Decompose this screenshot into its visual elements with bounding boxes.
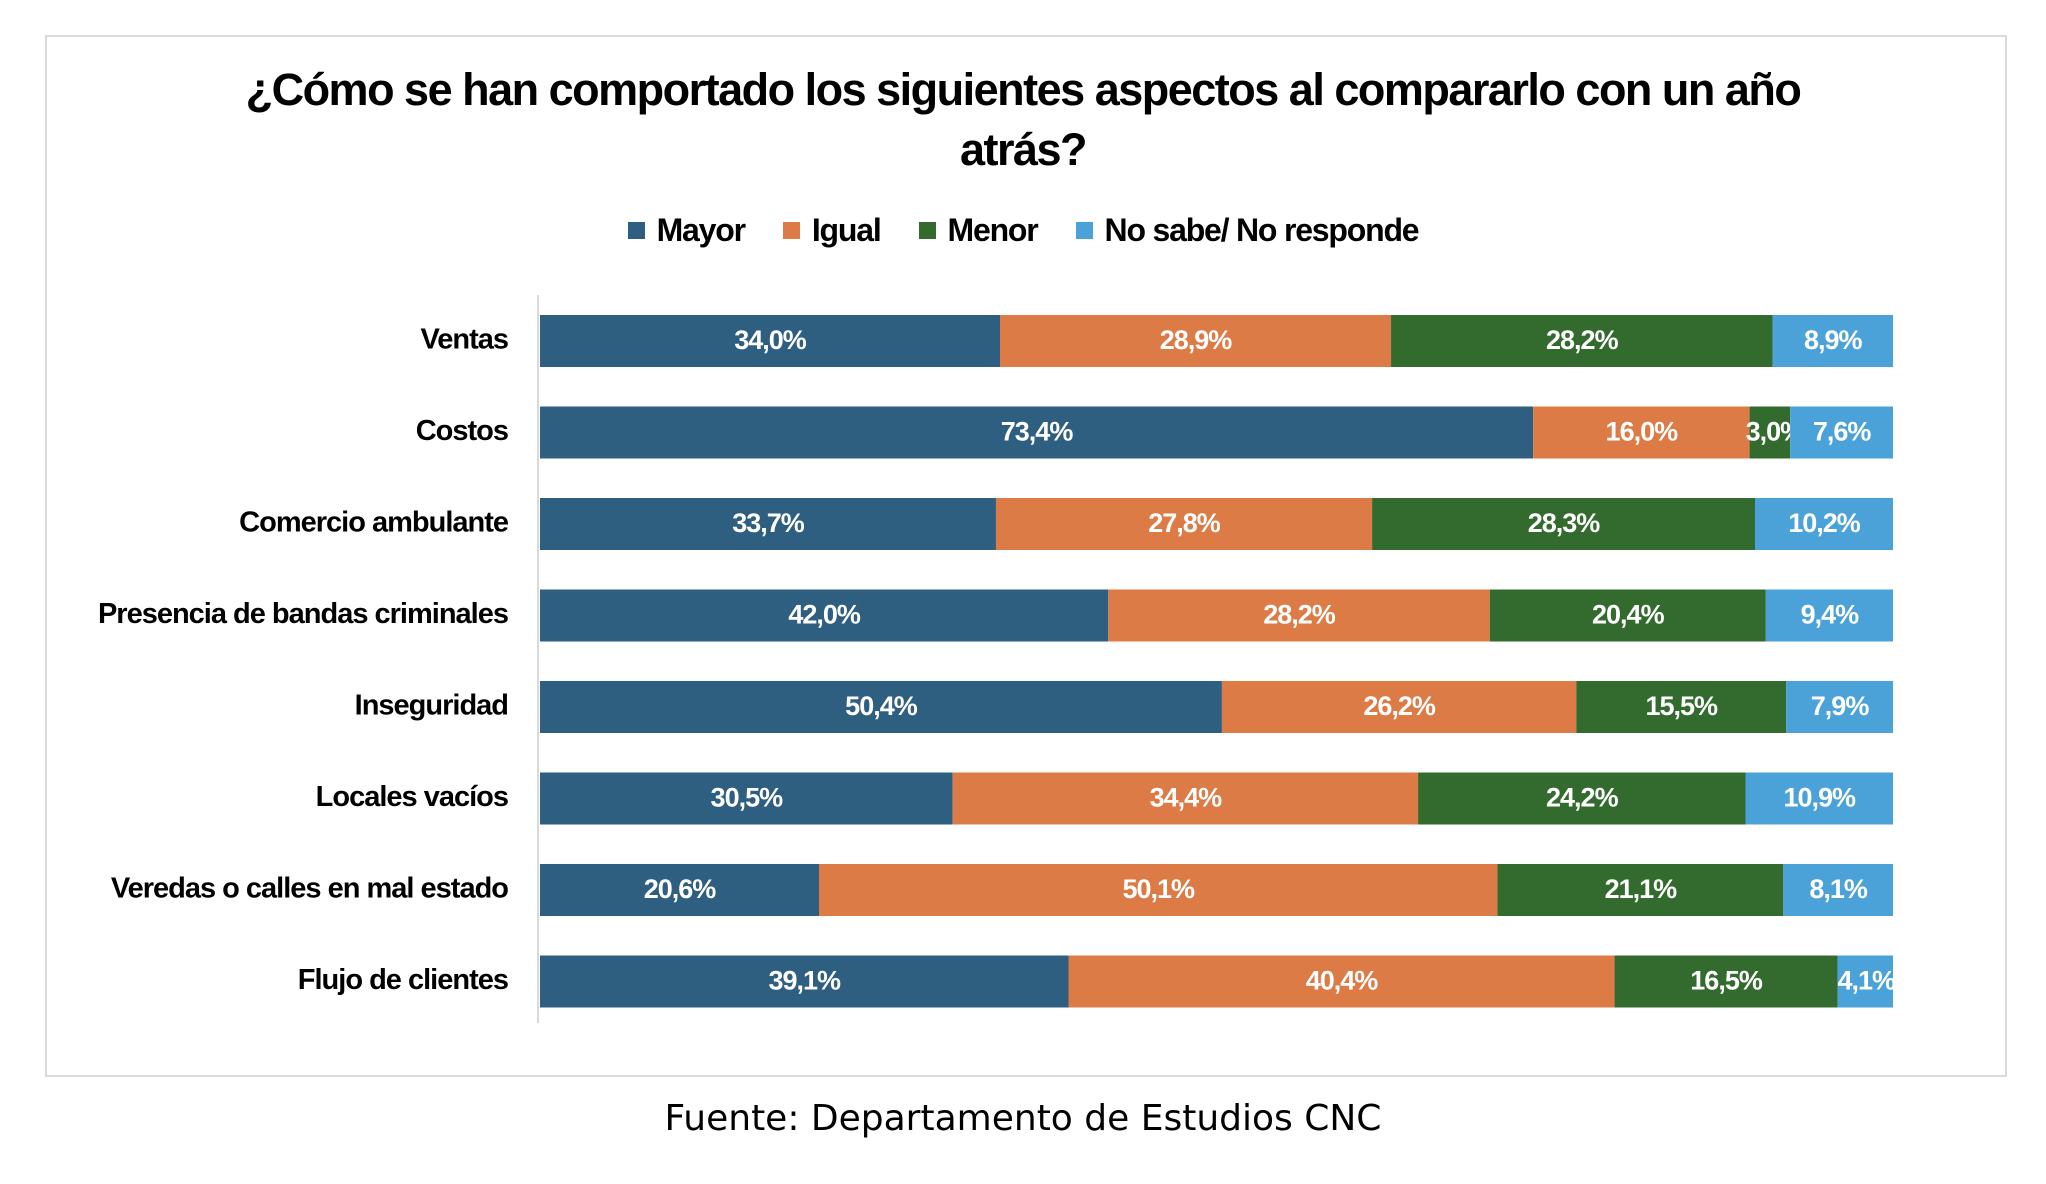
legend-label-no-sabe: No sabe/ No responde	[1104, 212, 1420, 248]
bar-flujo-de-clientes-mayor	[540, 955, 1069, 1008]
category-label-ventas: Ventas	[421, 324, 509, 356]
category-label-comercio-ambulante: Comercio ambulante	[239, 507, 509, 539]
data-label-locales-vacios-no-sabe-no-responde: 10,9%	[1783, 783, 1856, 813]
data-label-locales-vacios-menor: 24,2%	[1546, 783, 1619, 813]
data-label-presencia-de-bandas-criminales-mayor: 42,0%	[788, 600, 861, 630]
chart-title: ¿Cómo se han comportado los siguientes a…	[0, 60, 2046, 180]
data-label-ventas-mayor: 34,0%	[734, 325, 807, 355]
legend-item-igual: Igual	[782, 212, 882, 249]
chart-title-line-2: atrás?	[959, 124, 1088, 175]
data-label-ventas-igual: 28,9%	[1160, 325, 1233, 355]
legend-swatch-mayor	[627, 222, 645, 239]
bar-presencia-de-bandas-criminales-mayor	[540, 589, 1109, 642]
source-note: Fuente: Departamento de Estudios CNC	[664, 1098, 1382, 1139]
category-label-presencia-de-bandas-criminales: Presencia de bandas criminales	[98, 598, 508, 630]
bar-costos-menor	[1749, 406, 1791, 459]
chart-legend: Mayor Igual Menor No sabe/ No responde	[0, 212, 2046, 249]
category-label-veredas-o-calles-en-mal-estado: Veredas o calles en mal estado	[111, 873, 508, 905]
data-label-comercio-ambulante-igual: 27,8%	[1148, 508, 1221, 538]
legend-swatch-igual	[782, 222, 800, 239]
data-label-inseguridad-no-sabe-no-responde: 7,9%	[1811, 691, 1870, 721]
data-label-flujo-de-clientes-no-sabe-no-responde: 4,1%	[1837, 966, 1896, 996]
bar-comercio-ambulante-no-sabe-no-responde	[1754, 498, 1893, 550]
data-label-locales-vacios-igual: 34,4%	[1150, 783, 1223, 813]
data-label-inseguridad-igual: 26,2%	[1363, 691, 1436, 721]
bar-presencia-de-bandas-criminales-igual	[1108, 589, 1490, 642]
bar-flujo-de-clientes-no-sabe-no-responde	[1837, 955, 1893, 1008]
data-label-comercio-ambulante-mayor: 33,7%	[732, 508, 805, 538]
data-label-locales-vacios-mayor: 30,5%	[711, 783, 784, 813]
bar-inseguridad-menor	[1576, 681, 1787, 733]
bar-costos-igual	[1533, 406, 1750, 459]
legend-label-igual: Igual	[811, 212, 882, 248]
legend-item-no-sabe: No sabe/ No responde	[1075, 212, 1420, 249]
data-label-costos-no-sabe-no-responde: 7,6%	[1813, 417, 1872, 447]
bar-inseguridad-igual	[1221, 681, 1577, 733]
bar-costos-mayor	[540, 406, 1534, 459]
data-label-comercio-ambulante-menor: 28,3%	[1528, 508, 1601, 538]
bar-veredas-o-calles-en-mal-estado-no-sabe-no-responde	[1783, 864, 1893, 916]
data-label-presencia-de-bandas-criminales-igual: 28,2%	[1263, 600, 1336, 630]
bar-inseguridad-mayor	[540, 681, 1222, 733]
bar-comercio-ambulante-menor	[1372, 498, 1755, 550]
data-label-veredas-o-calles-en-mal-estado-no-sabe-no-responde: 8,1%	[1809, 874, 1868, 904]
legend-swatch-no-sabe	[1075, 222, 1093, 239]
bar-veredas-o-calles-en-mal-estado-mayor	[540, 864, 819, 916]
data-label-ventas-menor: 28,2%	[1546, 325, 1619, 355]
data-label-inseguridad-mayor: 50,4%	[845, 691, 918, 721]
data-label-veredas-o-calles-en-mal-estado-igual: 50,1%	[1122, 874, 1195, 904]
bar-presencia-de-bandas-criminales-no-sabe-no-responde	[1765, 589, 1893, 642]
data-label-flujo-de-clientes-igual: 40,4%	[1306, 966, 1379, 996]
data-label-veredas-o-calles-en-mal-estado-menor: 21,1%	[1605, 874, 1678, 904]
data-label-veredas-o-calles-en-mal-estado-mayor: 20,6%	[644, 874, 717, 904]
bar-presencia-de-bandas-criminales-menor	[1489, 589, 1766, 642]
bar-inseguridad-no-sabe-no-responde	[1786, 681, 1893, 733]
legend-label-mayor: Mayor	[656, 212, 746, 248]
category-label-locales-vacios: Locales vacíos	[316, 781, 508, 813]
legend-item-menor: Menor	[918, 212, 1039, 249]
legend-item-mayor: Mayor	[627, 212, 746, 249]
bar-flujo-de-clientes-menor	[1614, 955, 1838, 1008]
category-label-flujo-de-clientes: Flujo de clientes	[298, 964, 508, 996]
data-label-flujo-de-clientes-mayor: 39,1%	[768, 966, 841, 996]
bar-comercio-ambulante-mayor	[540, 498, 996, 550]
bar-locales-vacios-igual	[952, 772, 1419, 825]
bar-costos-no-sabe-no-responde	[1790, 406, 1893, 459]
bar-ventas-igual	[1000, 315, 1392, 367]
data-label-ventas-no-sabe-no-responde: 8,9%	[1804, 325, 1863, 355]
bar-veredas-o-calles-en-mal-estado-igual	[818, 864, 1498, 916]
legend-label-menor: Menor	[947, 212, 1039, 248]
bar-locales-vacios-no-sabe-no-responde	[1745, 772, 1893, 825]
bar-ventas-mayor	[540, 315, 1001, 367]
data-label-comercio-ambulante-no-sabe-no-responde: 10,2%	[1788, 508, 1861, 538]
legend-swatch-menor	[918, 222, 936, 239]
chart-title-line-1: ¿Cómo se han comportado los siguientes a…	[245, 64, 1802, 115]
bar-locales-vacios-mayor	[540, 772, 953, 825]
data-label-presencia-de-bandas-criminales-menor: 20,4%	[1592, 600, 1665, 630]
data-label-presencia-de-bandas-criminales-no-sabe-no-responde: 9,4%	[1801, 600, 1860, 630]
bar-flujo-de-clientes-igual	[1068, 955, 1615, 1008]
category-label-inseguridad: Inseguridad	[355, 690, 508, 722]
bar-comercio-ambulante-igual	[995, 498, 1373, 550]
category-label-costos: Costos	[416, 415, 508, 447]
data-label-costos-mayor: 73,4%	[1001, 417, 1074, 447]
bar-veredas-o-calles-en-mal-estado-menor	[1497, 864, 1784, 916]
data-label-flujo-de-clientes-menor: 16,5%	[1690, 966, 1763, 996]
data-label-inseguridad-menor: 15,5%	[1645, 691, 1718, 721]
bar-locales-vacios-menor	[1418, 772, 1746, 825]
bar-ventas-menor	[1391, 315, 1773, 367]
bar-ventas-no-sabe-no-responde	[1772, 315, 1893, 367]
data-label-costos-igual: 16,0%	[1606, 417, 1679, 447]
